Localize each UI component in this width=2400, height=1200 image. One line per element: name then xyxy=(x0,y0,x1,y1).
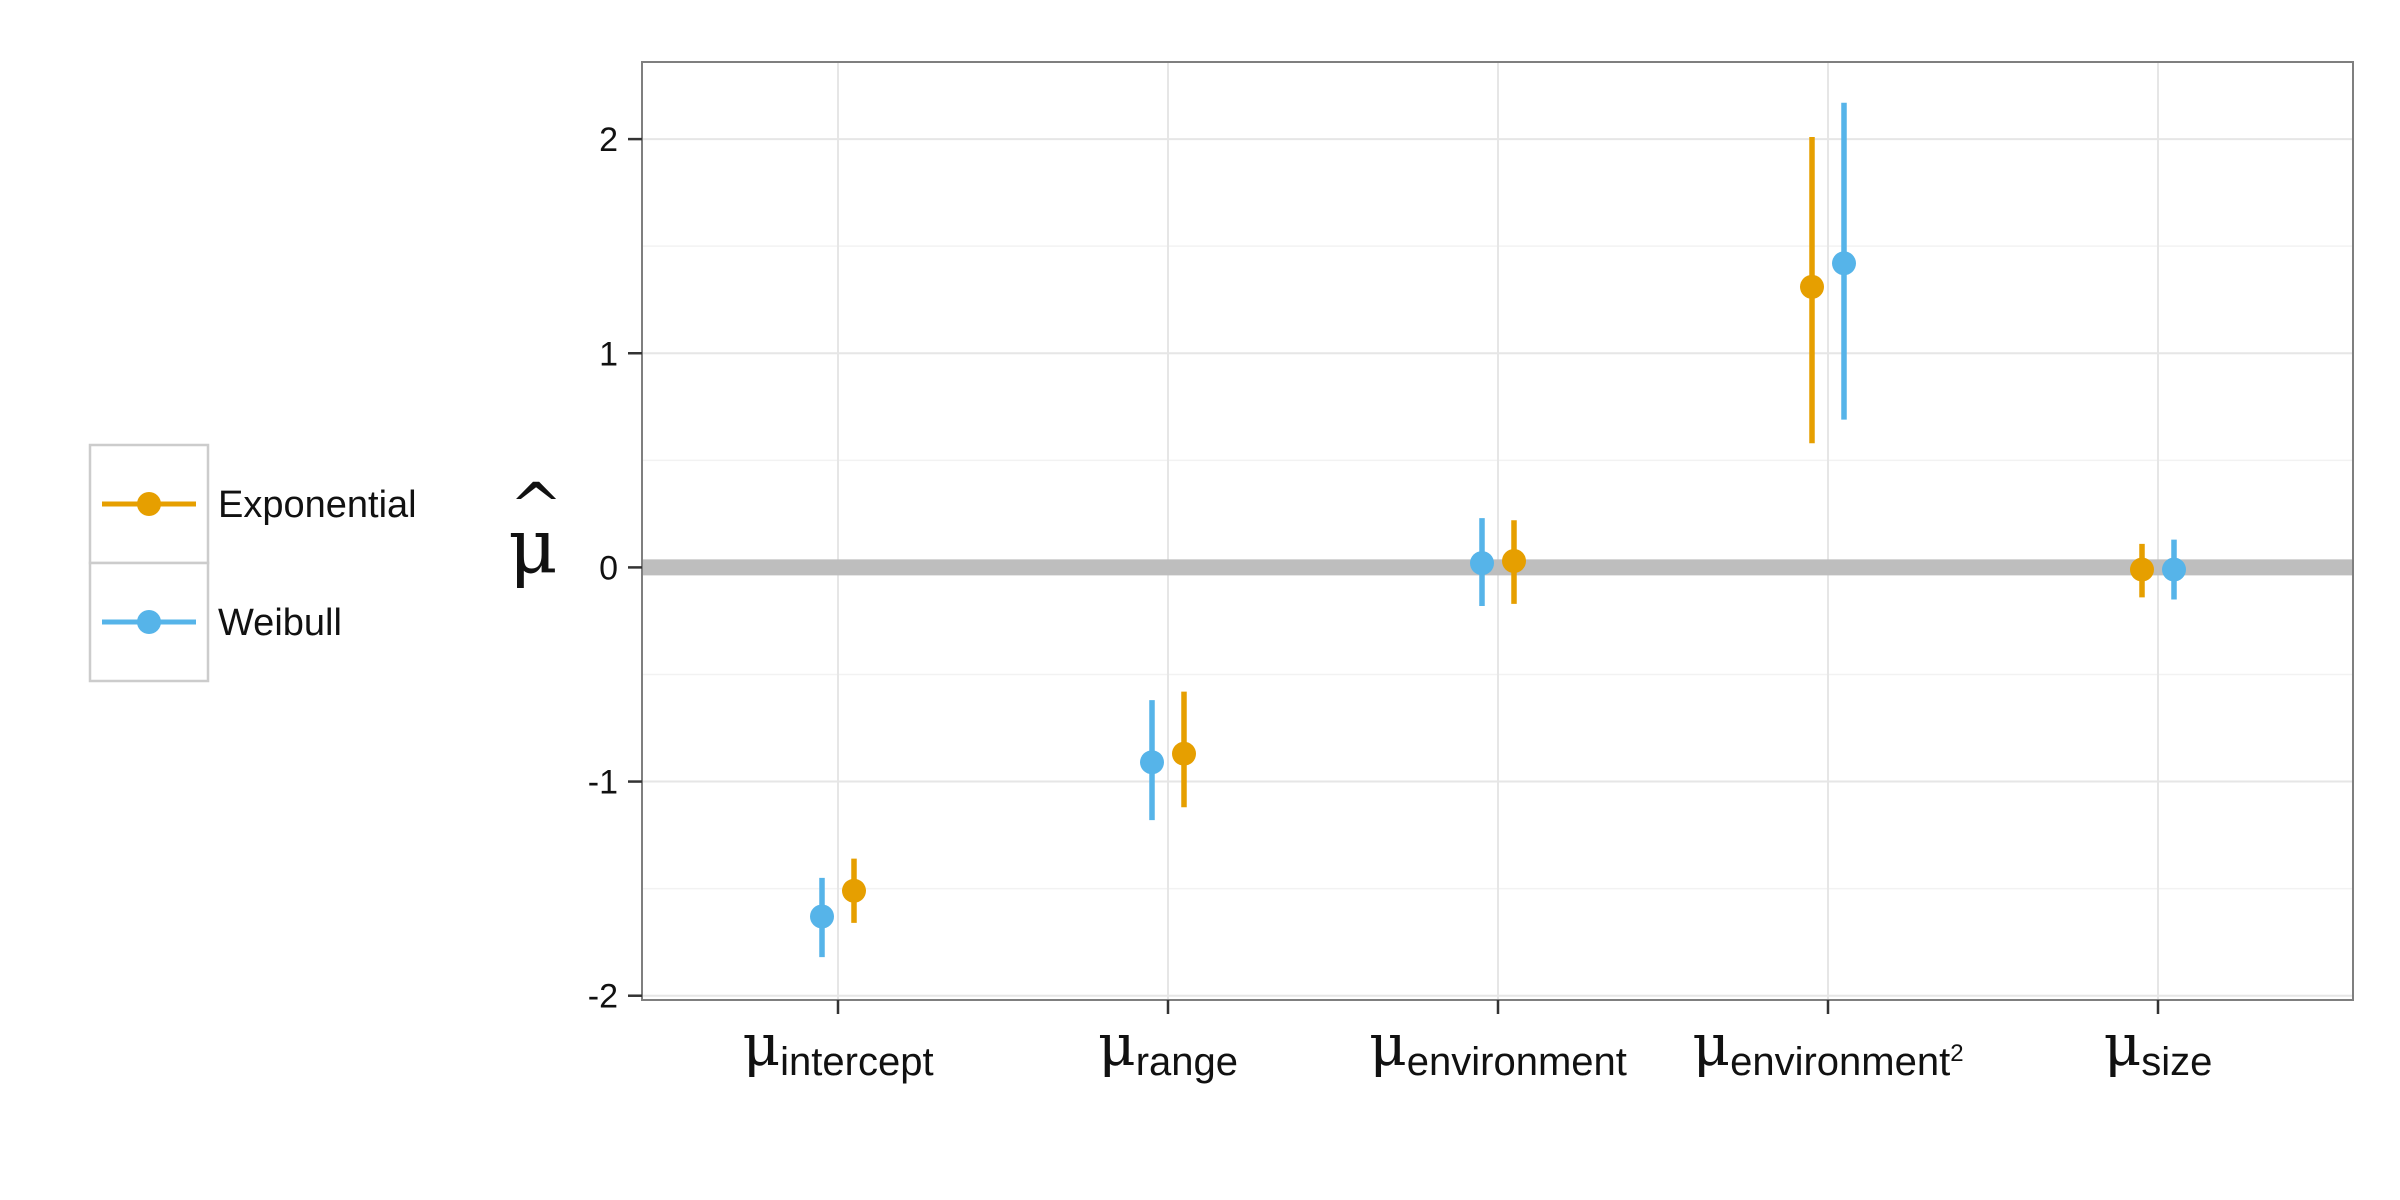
x-tick-label: μsize xyxy=(2104,1011,2213,1084)
legend-label: Weibull xyxy=(218,602,342,644)
data-point xyxy=(1832,251,1856,276)
x-tick-label-subscript: environment xyxy=(1407,1040,1627,1084)
x-tick-label-base: μ xyxy=(2104,1011,2142,1079)
x-tick-label-base: μ xyxy=(742,1011,780,1079)
x-axis: μintercept μrange μenvironment μenvironment… xyxy=(742,1000,2212,1084)
x-tick-label-subscript: environment xyxy=(1730,1040,1950,1084)
x-tick-label-subscript: range xyxy=(1136,1040,1238,1084)
legend: Exponential Weibull xyxy=(88,443,417,683)
data-point xyxy=(1800,274,1824,299)
data-point xyxy=(2130,557,2154,582)
y-axis-label-base: μ xyxy=(508,501,557,590)
x-tick-label-subscript: size xyxy=(2141,1040,2212,1084)
y-tick-label: 0 xyxy=(599,549,618,587)
data-point xyxy=(1470,551,1494,576)
x-tick-label: μenvironment xyxy=(1369,1011,1627,1084)
y-axis-label-accent: ^ xyxy=(509,470,563,544)
data-point xyxy=(1140,750,1164,775)
y-tick-label: 1 xyxy=(599,335,618,373)
x-tick-label-subscript: intercept xyxy=(780,1040,933,1084)
legend-key-point xyxy=(137,610,161,634)
x-tick-label: μintercept xyxy=(742,1011,933,1084)
legend-key-point xyxy=(137,492,161,516)
major-gridlines xyxy=(642,62,2353,1000)
data-point xyxy=(1172,741,1196,766)
y-tick-label: -2 xyxy=(588,978,618,1016)
x-tick-label-base: μ xyxy=(1692,1011,1730,1079)
x-tick-label-base: μ xyxy=(1369,1011,1407,1079)
x-tick-label-base: μ xyxy=(1098,1011,1136,1079)
data-point xyxy=(1502,548,1526,573)
series-weibull xyxy=(810,102,2186,958)
x-tick-label: μenvironment2 xyxy=(1692,1011,1963,1084)
data-point xyxy=(2162,557,2186,582)
legend-label: Exponential xyxy=(218,484,417,526)
x-tick-label-superscript: 2 xyxy=(1950,1040,1963,1067)
y-axis: -2 -1 0 1 2 xyxy=(588,121,642,1016)
y-axis-label: μ^ xyxy=(508,470,563,590)
y-tick-label: -1 xyxy=(588,764,618,802)
y-tick-label: 2 xyxy=(599,121,618,159)
x-tick-label: μrange xyxy=(1098,1011,1238,1084)
series-exponential xyxy=(842,136,2154,923)
data-point xyxy=(810,904,834,929)
data-point xyxy=(842,878,866,903)
data-marks xyxy=(810,102,2186,958)
